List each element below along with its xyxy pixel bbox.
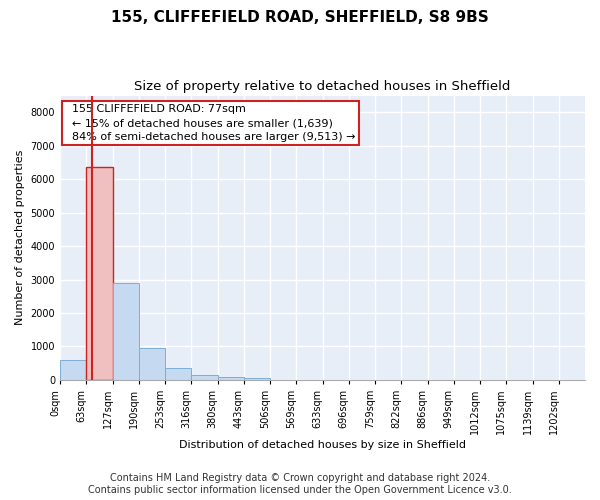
Text: Contains HM Land Registry data © Crown copyright and database right 2024.
Contai: Contains HM Land Registry data © Crown c… [88,474,512,495]
Bar [165,368,191,380]
Bar [86,168,113,380]
Bar [191,374,218,380]
Bar [218,377,244,380]
Text: 155, CLIFFEFIELD ROAD, SHEFFIELD, S8 9BS: 155, CLIFFEFIELD ROAD, SHEFFIELD, S8 9BS [111,10,489,25]
Bar [139,348,165,380]
Bar [113,283,139,380]
Title: Size of property relative to detached houses in Sheffield: Size of property relative to detached ho… [134,80,511,93]
X-axis label: Distribution of detached houses by size in Sheffield: Distribution of detached houses by size … [179,440,466,450]
Y-axis label: Number of detached properties: Number of detached properties [15,150,25,326]
Bar [60,360,86,380]
Text: 155 CLIFFEFIELD ROAD: 77sqm
  ← 15% of detached houses are smaller (1,639)
  84%: 155 CLIFFEFIELD ROAD: 77sqm ← 15% of det… [65,104,356,142]
Bar [244,378,270,380]
